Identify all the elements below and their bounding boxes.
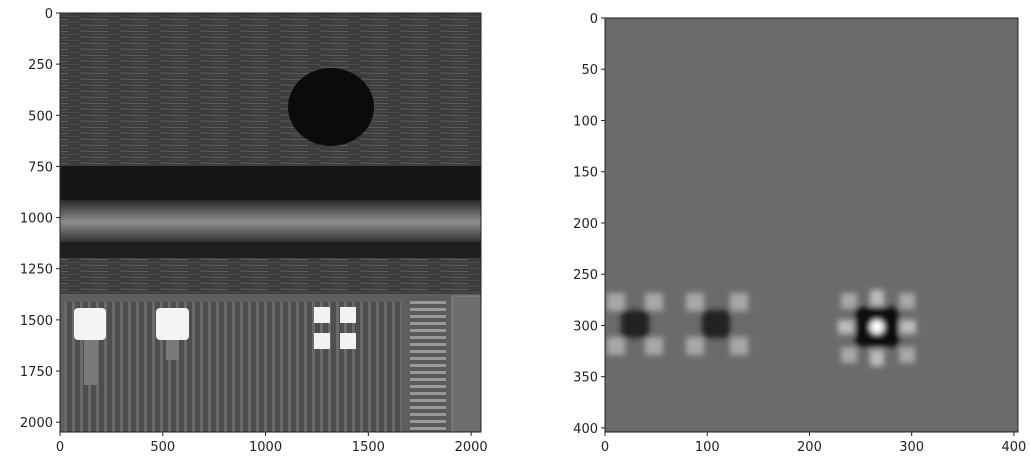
x-tick-label: 300 <box>899 440 924 455</box>
left-image <box>60 13 481 432</box>
y-tick-label: 200 <box>573 217 598 232</box>
x-tick-label: 0 <box>56 440 64 455</box>
y-tick-label: 400 <box>573 422 598 437</box>
x-tick-label: 200 <box>797 440 822 455</box>
x-tick-label: 1500 <box>352 440 385 455</box>
x-tick-label: 500 <box>150 440 175 455</box>
y-tick-label: 2000 <box>20 416 53 431</box>
x-tick-label: 2000 <box>455 440 488 455</box>
y-tick-label: 250 <box>573 268 598 283</box>
y-tick-label: 50 <box>581 63 598 78</box>
y-tick-label: 0 <box>590 12 598 27</box>
right-image <box>605 18 1018 432</box>
y-tick-label: 350 <box>573 371 598 386</box>
y-tick-label: 100 <box>573 114 598 129</box>
y-tick-label: 1000 <box>20 212 53 227</box>
y-tick-label: 500 <box>28 109 53 124</box>
y-tick-label: 300 <box>573 319 598 334</box>
x-tick-label: 100 <box>695 440 720 455</box>
y-tick-label: 150 <box>573 166 598 181</box>
y-tick-label: 1750 <box>20 365 53 380</box>
figure: 0500100015002000025050075010001250150017… <box>0 0 1030 463</box>
y-tick-label: 250 <box>28 58 53 73</box>
y-tick-label: 1250 <box>20 263 53 278</box>
y-tick-label: 1500 <box>20 314 53 329</box>
y-tick-label: 750 <box>28 160 53 175</box>
y-tick-label: 0 <box>45 7 53 22</box>
x-tick-label: 0 <box>601 440 609 455</box>
x-tick-label: 400 <box>1001 440 1026 455</box>
x-tick-label: 1000 <box>249 440 282 455</box>
